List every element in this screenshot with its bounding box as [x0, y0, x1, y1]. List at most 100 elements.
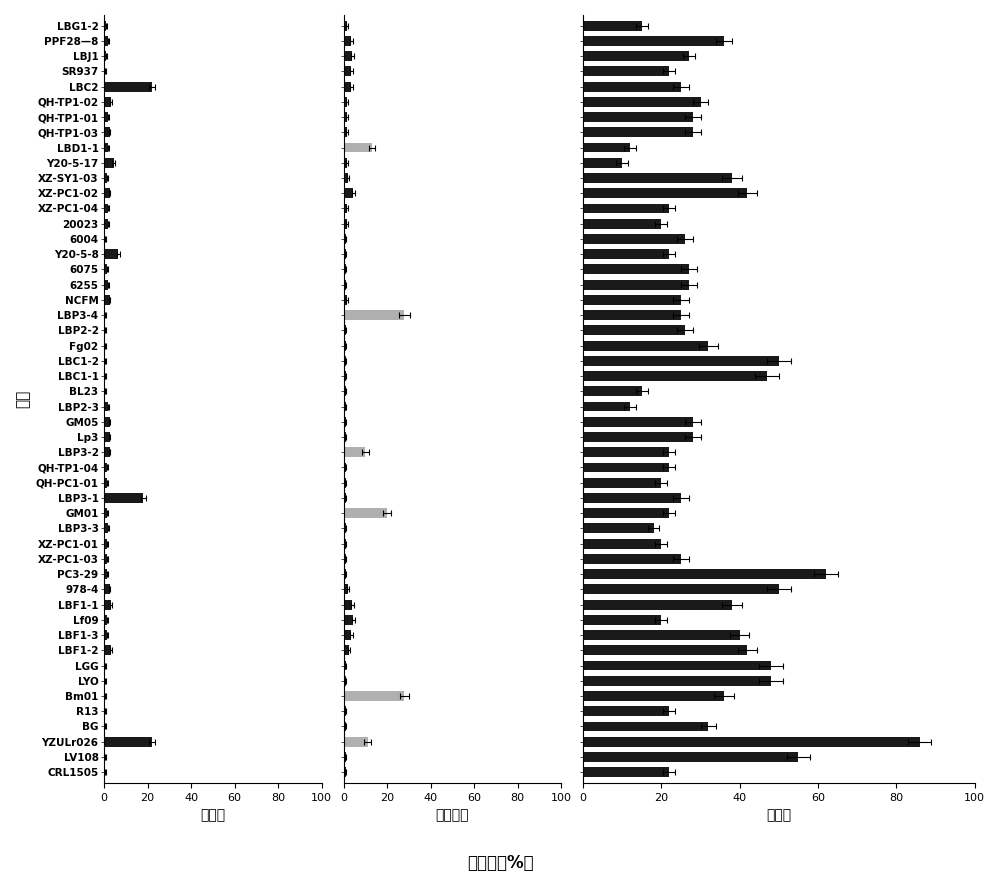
- Bar: [344, 417, 346, 426]
- Bar: [344, 402, 346, 412]
- Bar: [104, 97, 111, 106]
- Bar: [104, 737, 152, 746]
- Bar: [344, 645, 349, 655]
- Bar: [104, 417, 110, 426]
- Bar: [344, 203, 347, 214]
- Bar: [104, 721, 105, 732]
- Bar: [104, 402, 108, 412]
- Bar: [344, 447, 365, 457]
- Bar: [344, 630, 351, 640]
- Bar: [104, 661, 105, 671]
- Bar: [583, 447, 669, 457]
- Bar: [104, 478, 107, 487]
- Bar: [344, 554, 346, 564]
- Bar: [583, 371, 767, 381]
- Bar: [104, 523, 108, 534]
- Bar: [104, 203, 108, 214]
- Bar: [104, 325, 105, 336]
- X-axis label: 次黄嘴吁: 次黄嘴吁: [436, 808, 469, 822]
- Bar: [583, 158, 622, 167]
- Bar: [583, 767, 669, 777]
- Bar: [344, 188, 353, 198]
- Bar: [344, 432, 346, 442]
- Bar: [583, 219, 661, 228]
- Bar: [583, 264, 689, 275]
- Bar: [583, 432, 693, 442]
- Bar: [344, 21, 347, 31]
- Bar: [583, 143, 630, 153]
- Bar: [344, 264, 346, 275]
- Bar: [104, 127, 110, 137]
- Bar: [104, 188, 110, 198]
- Bar: [583, 341, 708, 351]
- Bar: [344, 493, 346, 503]
- Bar: [104, 615, 107, 624]
- Bar: [104, 752, 105, 762]
- Bar: [583, 356, 779, 365]
- Bar: [583, 554, 681, 564]
- Bar: [344, 249, 346, 259]
- Bar: [344, 280, 346, 290]
- Y-axis label: 菌株: 菌株: [15, 390, 30, 408]
- Bar: [104, 143, 108, 153]
- Bar: [344, 539, 346, 548]
- Bar: [344, 508, 387, 518]
- Bar: [344, 97, 347, 106]
- Bar: [583, 66, 669, 77]
- Bar: [583, 493, 681, 503]
- Bar: [583, 691, 724, 701]
- Bar: [104, 508, 107, 518]
- Bar: [583, 584, 779, 595]
- Bar: [583, 173, 732, 183]
- Bar: [344, 706, 346, 716]
- Bar: [344, 127, 347, 137]
- Bar: [104, 554, 107, 564]
- Bar: [344, 341, 346, 351]
- Bar: [344, 82, 351, 92]
- Bar: [583, 706, 669, 716]
- Bar: [583, 295, 681, 305]
- Bar: [344, 462, 346, 473]
- Bar: [583, 280, 689, 290]
- Bar: [344, 371, 346, 381]
- Bar: [583, 630, 740, 640]
- Bar: [583, 36, 724, 46]
- Bar: [344, 767, 346, 777]
- Bar: [104, 295, 110, 305]
- Bar: [344, 325, 346, 336]
- Bar: [104, 584, 110, 595]
- Bar: [104, 676, 105, 685]
- Bar: [104, 36, 108, 46]
- Bar: [104, 447, 110, 457]
- Bar: [344, 51, 352, 61]
- Bar: [583, 234, 685, 244]
- Bar: [344, 721, 346, 732]
- Bar: [583, 645, 747, 655]
- Bar: [104, 66, 105, 77]
- Bar: [583, 310, 681, 320]
- Bar: [344, 569, 346, 579]
- Bar: [344, 737, 368, 746]
- Bar: [344, 386, 346, 396]
- Bar: [104, 249, 118, 259]
- Bar: [104, 264, 107, 275]
- Bar: [583, 402, 630, 412]
- Bar: [104, 219, 108, 228]
- Bar: [104, 386, 105, 396]
- Bar: [583, 752, 798, 762]
- Bar: [583, 97, 701, 106]
- Bar: [104, 691, 105, 701]
- Bar: [344, 295, 347, 305]
- Bar: [583, 127, 693, 137]
- Bar: [344, 356, 346, 365]
- Bar: [344, 584, 348, 595]
- Bar: [583, 112, 693, 122]
- Bar: [583, 721, 708, 732]
- Text: 降解率（%）: 降解率（%）: [467, 854, 533, 872]
- Bar: [583, 188, 747, 198]
- Bar: [104, 432, 110, 442]
- Bar: [583, 615, 661, 624]
- Bar: [583, 51, 689, 61]
- Bar: [104, 21, 106, 31]
- Bar: [104, 234, 105, 244]
